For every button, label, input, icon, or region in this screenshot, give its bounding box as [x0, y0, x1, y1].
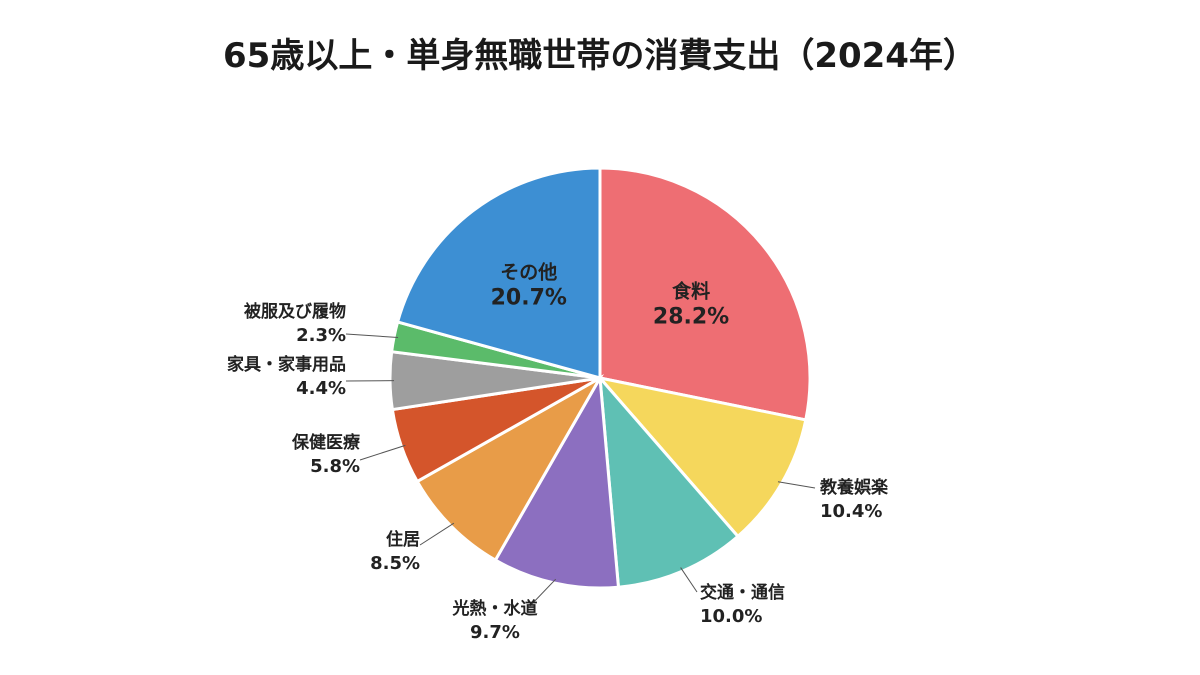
- pie-slices: [388, 166, 812, 590]
- slice-label-name: 交通・通信: [700, 582, 785, 603]
- pie-slice-3: [598, 373, 740, 589]
- slice-label-value: 8.5%: [370, 553, 420, 574]
- slice-label-value: 28.2%: [653, 305, 729, 330]
- chart-title: 65歳以上・単身無職世帯の消費支出（2024年）: [223, 36, 977, 76]
- leader-line: [529, 578, 557, 607]
- pie-slice-5: [415, 373, 605, 563]
- leader-line: [345, 333, 399, 338]
- pie-slice-2: [595, 375, 808, 539]
- slice-label-name: その他: [500, 260, 557, 283]
- slice-label-name: 保健医療: [291, 432, 361, 453]
- slice-label-value: 10.4%: [820, 501, 882, 522]
- slice-label-value: 10.0%: [700, 606, 762, 627]
- slice-label-value: 5.8%: [310, 456, 360, 477]
- slice-label-name: 家具・家事用品: [227, 354, 346, 375]
- leader-line: [777, 481, 816, 489]
- leader-line: [419, 522, 455, 546]
- slice-label-name: 被服及び履物: [244, 301, 346, 322]
- pie-slice-4: [493, 373, 621, 590]
- slice-label-value: 9.7%: [470, 622, 520, 643]
- slice-label-name: 教養娯楽: [819, 477, 889, 498]
- slice-label-value: 20.7%: [491, 285, 567, 310]
- slice-label-value: 4.4%: [296, 378, 346, 399]
- leader-line: [359, 444, 406, 461]
- pie-slice-1: [598, 166, 812, 422]
- slice-label-name: 光熱・水道: [452, 598, 538, 619]
- pie-slice-9: [395, 166, 602, 380]
- slice-label-name: 住居: [386, 529, 420, 550]
- slice-label-value: 2.3%: [296, 325, 346, 346]
- leader-line: [680, 567, 698, 593]
- slice-label-name: 食料: [672, 280, 710, 303]
- leader-lines: [345, 333, 816, 607]
